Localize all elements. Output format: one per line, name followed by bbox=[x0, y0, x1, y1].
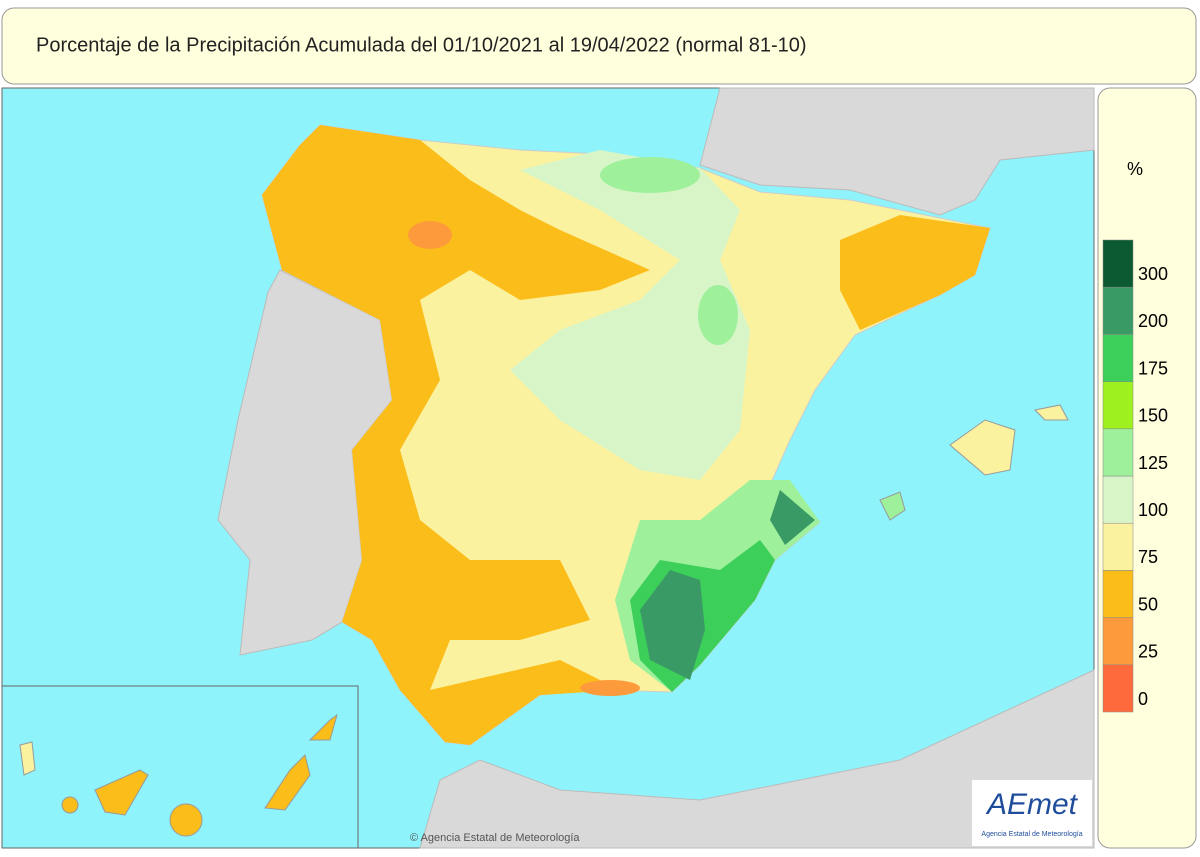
legend-swatch bbox=[1102, 334, 1134, 382]
title-box bbox=[1, 7, 1197, 85]
legend-swatch bbox=[1102, 617, 1134, 666]
map: © Agencia Estatal de Meteorología AEmet … bbox=[1, 87, 1095, 849]
logo-box bbox=[972, 780, 1092, 846]
island bbox=[19, 741, 36, 776]
legend-swatch bbox=[1102, 428, 1134, 477]
legend-label: 125 bbox=[1138, 453, 1168, 473]
wet-north bbox=[600, 157, 700, 193]
legend: % 0 25 50 75 100 125 150 175 200 300 bbox=[1097, 87, 1197, 849]
legend-swatch bbox=[1102, 570, 1134, 618]
africa bbox=[419, 669, 1095, 849]
extreme-wet-east bbox=[770, 490, 815, 545]
legend-label: 50 bbox=[1138, 594, 1158, 614]
very-dry-spot bbox=[408, 221, 452, 249]
island bbox=[61, 796, 79, 814]
legend-swatch bbox=[1102, 475, 1134, 524]
legend-label: 200 bbox=[1138, 311, 1168, 331]
france bbox=[699, 87, 1095, 216]
legend-label: 75 bbox=[1138, 547, 1158, 567]
island bbox=[264, 754, 311, 811]
mallorca bbox=[949, 419, 1016, 476]
legend-label: 100 bbox=[1138, 500, 1168, 520]
island bbox=[94, 769, 149, 816]
legend-swatch bbox=[1102, 239, 1134, 288]
dry-west bbox=[262, 125, 650, 745]
logo-subtitle: Agencia Estatal de Meteorología bbox=[981, 831, 1082, 838]
legend-swatch bbox=[1102, 286, 1134, 335]
island bbox=[169, 803, 203, 837]
extreme-wet bbox=[640, 570, 705, 680]
wet-spot bbox=[698, 285, 738, 345]
dry-catalonia bbox=[840, 215, 990, 330]
legend-swatch bbox=[1102, 381, 1134, 430]
legend-swatch bbox=[1102, 664, 1134, 713]
legend-label: 150 bbox=[1138, 406, 1168, 426]
legend-label: 300 bbox=[1138, 264, 1168, 284]
logo: AEmet bbox=[985, 788, 1079, 821]
menorca bbox=[1033, 404, 1069, 421]
legend-label: 25 bbox=[1138, 642, 1158, 662]
legend-label: 0 bbox=[1138, 689, 1148, 709]
title: Porcentaje de la Precipitación Acumulada… bbox=[36, 34, 807, 56]
island bbox=[308, 713, 338, 741]
legend-unit: % bbox=[1127, 159, 1143, 179]
wet-centre bbox=[510, 150, 750, 480]
legend-label: 175 bbox=[1138, 358, 1168, 378]
ibiza bbox=[879, 491, 906, 521]
very-dry-coast bbox=[580, 680, 640, 696]
credit: © Agencia Estatal de Meteorología bbox=[410, 832, 580, 844]
legend-swatch bbox=[1102, 522, 1134, 571]
